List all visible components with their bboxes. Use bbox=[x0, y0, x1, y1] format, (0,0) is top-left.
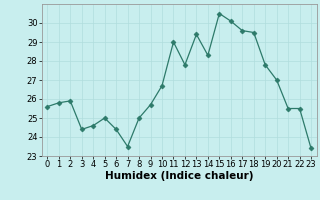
X-axis label: Humidex (Indice chaleur): Humidex (Indice chaleur) bbox=[105, 171, 253, 181]
